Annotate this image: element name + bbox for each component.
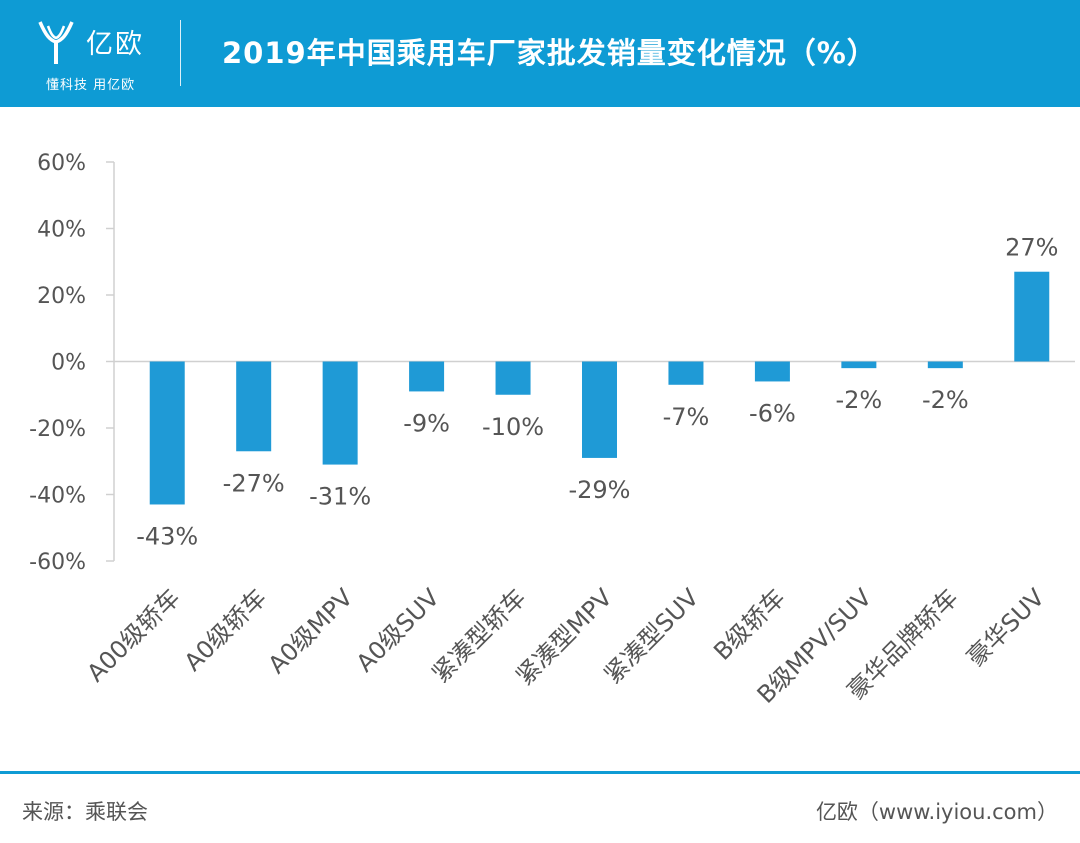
bar [1014, 271, 1050, 362]
category-label: 紧凑型SUV [599, 583, 705, 689]
header-bar: 亿欧 懂科技 用亿欧 2019年中国乘用车厂家批发销量变化情况（%） [0, 0, 1080, 107]
logo-slogan: 懂科技 用亿欧 [46, 78, 136, 93]
data-label: -7% [663, 403, 710, 431]
bar [668, 361, 704, 385]
bar [927, 361, 963, 369]
bar [149, 361, 185, 505]
bar [841, 361, 877, 369]
chart-title: 2019年中国乘用车厂家批发销量变化情况（%） [222, 36, 877, 70]
y-tick-label: -40% [29, 484, 86, 509]
footer-rule [0, 771, 1080, 774]
y-tick-label: -20% [29, 417, 86, 442]
data-label: 27% [1005, 234, 1058, 262]
bar [582, 361, 617, 458]
y-tick-label: 40% [37, 218, 86, 243]
category-label: 豪华SUV [961, 583, 1050, 672]
bar [754, 361, 790, 382]
data-label: -10% [482, 413, 544, 441]
y-tick-label: -60% [29, 550, 86, 575]
bar-chart: 60% 40% 20% 0% -20% -40% -60% -43% A00级轿车 -27% A0级… [29, 151, 1075, 709]
header-divider [180, 20, 181, 86]
credit-note: 亿欧（www.iyiou.com） [815, 800, 1058, 824]
y-tick-label: 20% [37, 284, 86, 309]
category-label: B级轿车 [708, 583, 790, 665]
y-tick-label: 60% [37, 151, 86, 176]
data-label: -43% [136, 522, 198, 550]
category-label: A0级MPV [263, 583, 359, 679]
bar [495, 361, 531, 395]
bar [322, 361, 358, 465]
data-label: -6% [749, 399, 796, 427]
data-label: -29% [568, 476, 630, 504]
data-label: -2% [922, 386, 969, 414]
y-tick-label: 0% [51, 351, 86, 376]
bar [236, 361, 272, 452]
data-label: -9% [403, 409, 450, 437]
data-label: -2% [835, 386, 882, 414]
data-label: -27% [223, 469, 285, 497]
logo-icon [38, 21, 74, 64]
logo-text: 亿欧 [86, 29, 144, 60]
category-label: A00级轿车 [82, 583, 186, 687]
data-label: -31% [309, 483, 371, 511]
logo: 亿欧 懂科技 用亿欧 [36, 14, 176, 94]
bar [409, 361, 445, 392]
source-note: 来源：乘联会 [22, 800, 148, 824]
category-label: A0级轿车 [179, 583, 272, 676]
